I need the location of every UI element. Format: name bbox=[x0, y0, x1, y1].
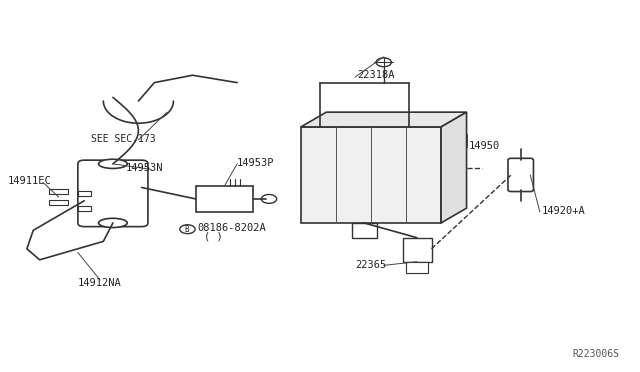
Circle shape bbox=[376, 58, 392, 67]
Bar bbox=[49, 201, 68, 205]
FancyBboxPatch shape bbox=[78, 160, 148, 227]
Circle shape bbox=[261, 195, 276, 203]
Bar bbox=[78, 191, 91, 196]
Text: 22365: 22365 bbox=[356, 260, 387, 270]
Circle shape bbox=[180, 225, 195, 234]
Text: 14953P: 14953P bbox=[237, 158, 275, 168]
Bar bbox=[78, 206, 91, 211]
Text: 22318A: 22318A bbox=[357, 70, 394, 80]
Text: 14920+A: 14920+A bbox=[541, 206, 586, 216]
Text: 08186-8202A: 08186-8202A bbox=[197, 223, 266, 233]
Text: 14911EC: 14911EC bbox=[8, 176, 51, 186]
Text: 14953N: 14953N bbox=[125, 163, 163, 173]
Polygon shape bbox=[441, 112, 467, 223]
Text: SEE SEC.173: SEE SEC.173 bbox=[91, 134, 156, 144]
Polygon shape bbox=[301, 112, 467, 127]
Text: 14950: 14950 bbox=[468, 141, 500, 151]
Bar bbox=[352, 223, 378, 238]
FancyBboxPatch shape bbox=[508, 158, 534, 192]
Polygon shape bbox=[301, 127, 441, 223]
Bar bbox=[196, 186, 253, 212]
Ellipse shape bbox=[99, 218, 127, 228]
Bar bbox=[403, 238, 431, 262]
Text: ( ): ( ) bbox=[204, 232, 223, 242]
Bar bbox=[49, 189, 68, 194]
Text: R223006S: R223006S bbox=[573, 349, 620, 359]
Ellipse shape bbox=[99, 159, 127, 169]
Text: 14912NA: 14912NA bbox=[78, 278, 122, 288]
Text: B: B bbox=[184, 225, 189, 234]
Bar bbox=[406, 262, 428, 273]
